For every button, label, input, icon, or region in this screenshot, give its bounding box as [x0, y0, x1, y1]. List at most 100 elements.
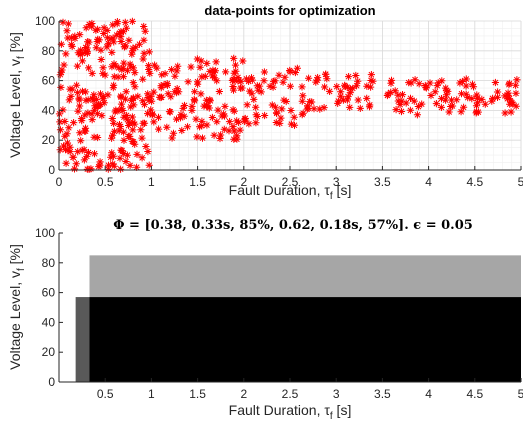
data-point — [432, 100, 440, 108]
data-point — [73, 81, 81, 89]
data-point — [117, 146, 125, 154]
data-point — [168, 66, 176, 74]
data-point — [241, 117, 249, 125]
data-point — [504, 91, 512, 99]
data-point — [179, 104, 187, 112]
data-point — [116, 122, 124, 131]
data-point — [161, 70, 169, 78]
scatter-x-tick-label: 5 — [518, 175, 523, 189]
data-point — [193, 55, 201, 63]
data-point — [266, 82, 274, 90]
data-point — [123, 116, 131, 124]
data-point — [117, 37, 125, 46]
data-point — [81, 111, 89, 119]
data-point — [77, 137, 85, 145]
data-point — [76, 51, 84, 59]
data-point — [248, 90, 256, 98]
data-point — [163, 123, 171, 131]
data-point — [85, 20, 93, 29]
data-point — [97, 46, 105, 54]
data-point — [172, 115, 181, 123]
data-point — [397, 107, 406, 116]
data-point — [230, 54, 238, 62]
data-point — [83, 48, 91, 56]
data-point — [129, 64, 137, 72]
data-point — [447, 96, 456, 104]
data-point — [268, 101, 276, 109]
data-point — [173, 67, 181, 75]
region-y-tick-label: 20 — [42, 345, 56, 359]
data-point — [68, 85, 76, 93]
data-point — [56, 146, 64, 154]
data-point — [456, 79, 464, 87]
data-point — [239, 57, 247, 65]
scatter-x-tick-label: 0.5 — [97, 175, 114, 189]
data-point — [458, 77, 466, 86]
data-point — [145, 96, 153, 104]
data-point — [139, 75, 147, 83]
data-point — [222, 68, 230, 76]
data-point — [57, 83, 65, 91]
region-chart: Φ = [0.38, 0.33s, 85%, 0.62, 0.18s, 57%]… — [7, 218, 523, 422]
data-point — [113, 31, 121, 39]
data-point — [144, 110, 152, 118]
data-point — [108, 134, 116, 142]
data-point — [145, 62, 153, 70]
data-point — [410, 97, 418, 105]
region-rect — [75, 297, 90, 382]
data-point — [147, 93, 155, 101]
data-point — [192, 115, 200, 123]
data-point — [286, 66, 294, 75]
region-y-tick-label: 80 — [42, 256, 56, 270]
data-point — [89, 96, 97, 104]
data-point — [472, 102, 481, 110]
data-point — [260, 77, 268, 85]
data-point — [145, 161, 153, 169]
data-point — [252, 119, 260, 127]
data-point — [80, 156, 88, 164]
data-point — [91, 102, 99, 110]
data-point — [100, 29, 108, 38]
data-point — [169, 129, 178, 137]
data-point — [120, 59, 128, 67]
data-point — [100, 24, 108, 32]
data-point — [139, 55, 147, 63]
data-point — [220, 112, 229, 120]
data-point — [203, 121, 211, 129]
data-point — [367, 76, 375, 85]
data-point — [103, 26, 111, 34]
region-axes — [58, 232, 522, 383]
scatter-y-tick-label: 40 — [42, 103, 56, 117]
data-point — [122, 42, 130, 50]
data-point — [145, 48, 153, 56]
data-point — [457, 90, 466, 98]
data-point — [287, 106, 295, 115]
data-point — [210, 74, 219, 82]
data-point — [188, 102, 196, 110]
data-point — [109, 131, 117, 139]
data-point — [104, 34, 112, 42]
data-point — [63, 139, 72, 147]
data-point — [110, 73, 118, 81]
data-point — [252, 111, 260, 119]
data-point — [63, 27, 71, 35]
data-point — [137, 126, 145, 134]
data-point — [279, 78, 287, 86]
data-point — [175, 88, 183, 96]
data-point — [241, 114, 249, 123]
region-x-tick-label: 1 — [148, 387, 155, 401]
scatter-y-tick-label: 0 — [48, 163, 55, 177]
data-point — [299, 109, 307, 117]
data-point — [70, 165, 79, 173]
scatter-y-tick-label: 60 — [42, 74, 56, 88]
scatter-x-tick-label: 3 — [333, 175, 340, 189]
data-point — [101, 71, 109, 79]
scatter-x-tick-label: 4 — [425, 175, 432, 189]
region-x-tick-label: 2.5 — [282, 387, 299, 401]
data-point — [123, 67, 132, 75]
data-point — [237, 77, 245, 85]
scatter-x-tick-label: 1.5 — [189, 175, 206, 189]
data-point — [433, 82, 441, 90]
data-point — [282, 97, 290, 106]
data-point — [272, 103, 280, 111]
